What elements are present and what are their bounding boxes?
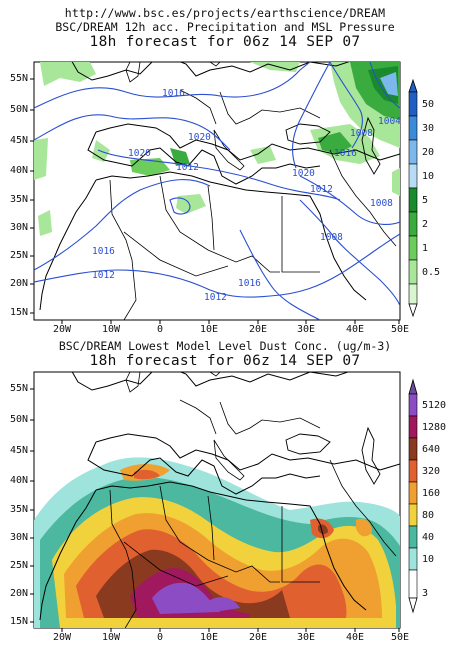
lon-label: 30E: [296, 632, 316, 643]
lat-label: 50N: [9, 414, 28, 425]
panel1-colorbar: [408, 78, 418, 318]
lat-label: 25N: [9, 560, 28, 571]
lon-label: 50E: [390, 324, 410, 335]
panel2-title: BSC/DREAM Lowest Model Level Dust Conc. …: [58, 339, 392, 353]
isobar-label: 1020: [128, 148, 151, 159]
colorbar-label: 5120: [422, 400, 447, 411]
lat-label: 40N: [9, 165, 28, 176]
source-url: http://www.bsc.es/projects/earthscience/…: [64, 6, 386, 20]
lon-label: 20E: [248, 324, 268, 335]
lat-label: 35N: [9, 504, 28, 515]
colorbar-label: 20: [422, 147, 435, 158]
isobar-label: 1016: [92, 246, 115, 257]
lon-label: 10E: [199, 324, 219, 335]
colorbar-label: 3: [422, 588, 429, 599]
colorbar-label: 80: [422, 510, 435, 521]
lat-label: 15N: [9, 307, 28, 318]
colorbar-label: 0.5: [422, 267, 441, 278]
colorbar-label: 10: [422, 171, 435, 182]
lat-label: 45N: [9, 445, 28, 456]
colorbar-label: 1280: [422, 422, 447, 433]
lon-label: 10E: [199, 632, 219, 643]
lon-label: 40E: [345, 632, 365, 643]
colorbar-label: 640: [422, 444, 441, 455]
lat-label: 20N: [9, 278, 28, 289]
isobar-label: 1016: [238, 278, 261, 289]
lat-label: 40N: [9, 475, 28, 486]
colorbar-label: 160: [422, 488, 441, 499]
lat-label: 55N: [9, 383, 28, 394]
isobar-label: 1016: [334, 148, 357, 159]
panel2-map: [30, 371, 401, 632]
isobar-label: 1020: [188, 132, 211, 143]
lon-label: 50E: [390, 632, 410, 643]
lon-label: 0: [156, 632, 164, 643]
isobar-label: 1012: [92, 270, 115, 281]
lon-label: 20W: [52, 324, 72, 335]
panel1-isobar-labels: 1016 1020 1012 1020 1016 1012 1016 1012 …: [92, 88, 401, 303]
lon-label: 40E: [345, 324, 365, 335]
isobar-label: 1004: [378, 116, 401, 127]
isobar-label: 1020: [292, 168, 315, 179]
isobar-label: 1012: [204, 292, 227, 303]
panel2-subtitle: 18h forecast for 06z 14 SEP 07: [89, 353, 361, 369]
isobar-label: 1008: [370, 198, 393, 209]
panel2-colorbar: [408, 378, 418, 614]
colorbar-label: 5: [422, 195, 429, 206]
lon-label: 10W: [101, 324, 121, 335]
lon-label: 10W: [101, 632, 121, 643]
colorbar-label: 1: [422, 243, 429, 254]
colorbar-label: 2: [422, 219, 429, 230]
lat-label: 35N: [9, 194, 28, 205]
lat-label: 15N: [9, 616, 28, 627]
isobar-label: 1008: [320, 232, 343, 243]
panel1-isobars: [34, 62, 400, 320]
colorbar-label: 10: [422, 554, 435, 565]
lon-label: 20W: [52, 632, 72, 643]
isobar-label: 1012: [310, 184, 333, 195]
panel1-title: BSC/DREAM 12h acc. Precipitation and MSL…: [55, 20, 395, 34]
panel1-map: 1016 1020 1012 1020 1016 1012 1016 1012 …: [30, 61, 401, 324]
isobar-label: 1016: [162, 88, 185, 99]
lat-label: 30N: [9, 532, 28, 543]
lon-label: 30E: [296, 324, 316, 335]
colorbar-label: 40: [422, 532, 435, 543]
colorbar-label: 320: [422, 466, 441, 477]
lat-label: 50N: [9, 104, 28, 115]
colorbar-label: 50: [422, 99, 435, 110]
panel1-subtitle: 18h forecast for 06z 14 SEP 07: [89, 34, 361, 50]
colorbar-label: 30: [422, 123, 435, 134]
isobar-label: 1012: [176, 162, 199, 173]
lat-label: 20N: [9, 588, 28, 599]
lat-label: 55N: [9, 73, 28, 84]
lon-label: 20E: [248, 632, 268, 643]
isobar-label: 1008: [350, 128, 373, 139]
lat-label: 25N: [9, 250, 28, 261]
lon-label: 0: [156, 324, 164, 335]
lat-label: 30N: [9, 222, 28, 233]
lat-label: 45N: [9, 135, 28, 146]
